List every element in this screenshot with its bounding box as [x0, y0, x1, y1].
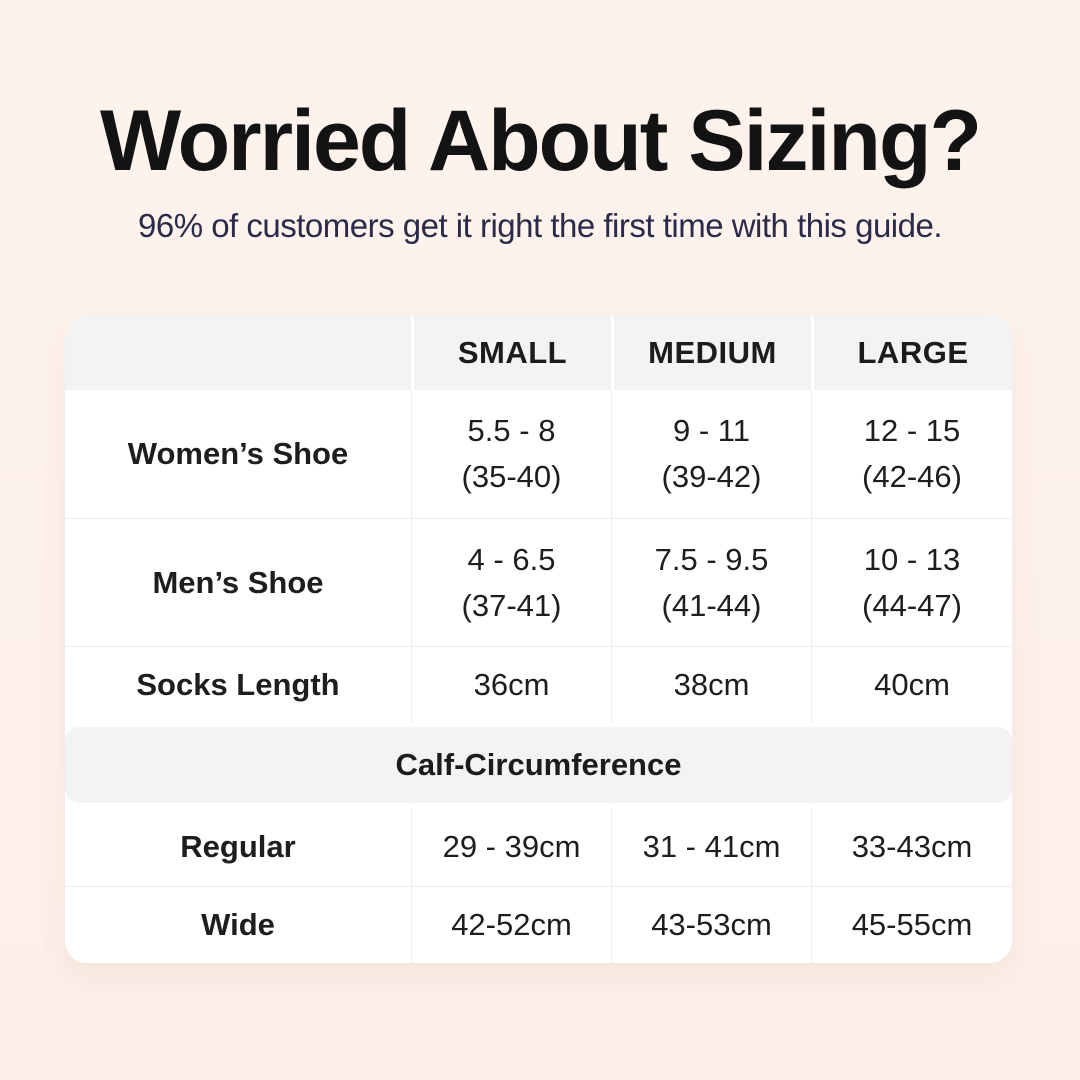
cell-line-secondary: (37-41)	[461, 587, 562, 623]
section-header-calf-circumference: Calf-Circumference	[65, 727, 1012, 803]
cell-line-primary: 29 - 39cm	[442, 828, 581, 864]
table-cell: 38cm	[611, 647, 811, 723]
table-cell: 5.5 - 8 (35-40)	[411, 390, 611, 518]
table-cell: 10 - 13 (44-47)	[811, 519, 1012, 646]
table-cell: 36cm	[411, 647, 611, 723]
table-cell: 45-55cm	[811, 887, 1012, 963]
cell-line-primary: 38cm	[673, 667, 750, 702]
table-row-mens-shoe: Men’s Shoe 4 - 6.5 (37-41) 7.5 - 9.5 (41…	[65, 518, 1012, 646]
size-table: SMALL MEDIUM LARGE Women’s Shoe 5.5 - 8 …	[65, 316, 1012, 963]
column-header-medium: MEDIUM	[611, 316, 811, 390]
table-cell: 31 - 41cm	[611, 807, 811, 886]
cell-line-secondary: (41-44)	[661, 587, 762, 623]
table-cell: 9 - 11 (39-42)	[611, 390, 811, 518]
cell-line-primary: 12 - 15	[863, 413, 961, 448]
table-cell: 42-52cm	[411, 887, 611, 963]
section-header-label: Calf-Circumference	[395, 747, 682, 782]
cell-line-primary: 33-43cm	[851, 828, 973, 864]
cell-line-primary: 36cm	[473, 667, 550, 702]
table-row-regular: Regular 29 - 39cm 31 - 41cm 33-43cm	[65, 807, 1012, 886]
cell-line-primary: 10 - 13	[863, 541, 961, 577]
row-label: Socks Length	[136, 667, 340, 702]
cell-line-primary: 9 - 11	[673, 413, 750, 448]
table-cell: 4 - 6.5 (37-41)	[411, 519, 611, 646]
row-label: Regular	[180, 828, 296, 864]
table-cell: 33-43cm	[811, 807, 1012, 886]
table-header-row: SMALL MEDIUM LARGE	[65, 316, 1012, 390]
table-cell: 7.5 - 9.5 (41-44)	[611, 519, 811, 646]
cell-line-primary: 4 - 6.5	[467, 541, 556, 577]
cell-line-secondary: (44-47)	[862, 587, 962, 623]
table-cell: 12 - 15 (42-46)	[811, 390, 1012, 518]
cell-line-primary: 43-53cm	[651, 907, 772, 942]
cell-line-primary: 45-55cm	[851, 907, 973, 942]
page-subtitle: 96% of customers get it right the first …	[137, 207, 943, 244]
table-cell: 43-53cm	[611, 887, 811, 963]
column-header-large: LARGE	[811, 316, 1012, 390]
cell-line-primary: 31 - 41cm	[642, 828, 781, 864]
cell-line-primary: 5.5 - 8	[467, 413, 556, 448]
table-cell: 40cm	[811, 647, 1012, 723]
cell-line-primary: 40cm	[874, 667, 950, 702]
row-label: Women’s Shoe	[127, 436, 349, 471]
page-title: Worried About Sizing?	[99, 93, 982, 189]
table-cell: 29 - 39cm	[411, 807, 611, 886]
table-row-womens-shoe: Women’s Shoe 5.5 - 8 (35-40) 9 - 11 (39-…	[65, 390, 1012, 518]
cell-line-primary: 7.5 - 9.5	[654, 541, 769, 577]
column-header-blank	[65, 316, 411, 390]
column-header-small: SMALL	[411, 316, 611, 390]
table-row-socks-length: Socks Length 36cm 38cm 40cm	[65, 646, 1012, 723]
cell-line-secondary: (39-42)	[661, 459, 762, 494]
row-label: Wide	[201, 907, 275, 942]
cell-line-secondary: (42-46)	[862, 459, 962, 494]
cell-line-primary: 42-52cm	[451, 907, 572, 942]
cell-line-secondary: (35-40)	[461, 459, 562, 494]
row-label: Men’s Shoe	[152, 564, 324, 600]
table-row-wide: Wide 42-52cm 43-53cm 45-55cm	[65, 886, 1012, 963]
